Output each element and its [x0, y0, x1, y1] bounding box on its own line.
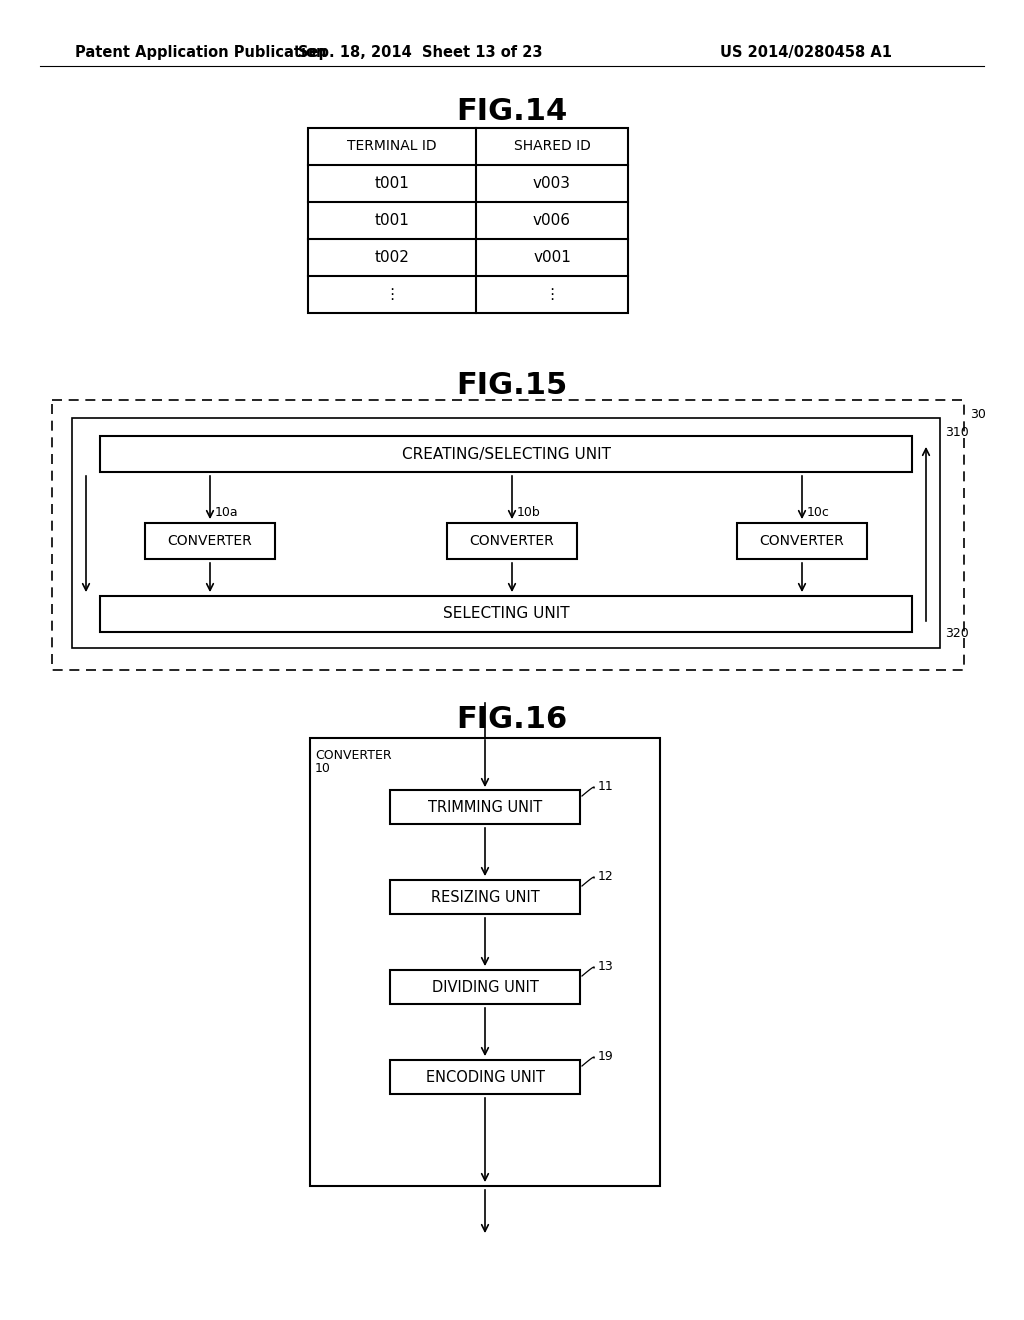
- Text: ENCODING UNIT: ENCODING UNIT: [426, 1069, 545, 1085]
- Text: FIG.16: FIG.16: [457, 705, 567, 734]
- Text: DIVIDING UNIT: DIVIDING UNIT: [431, 979, 539, 994]
- Bar: [390, 970, 580, 1005]
- Text: 10b: 10b: [517, 507, 541, 520]
- Text: 11: 11: [598, 780, 613, 792]
- Text: v006: v006: [534, 213, 571, 228]
- Text: RESIZING UNIT: RESIZING UNIT: [431, 890, 540, 904]
- Text: Patent Application Publication: Patent Application Publication: [75, 45, 327, 59]
- Text: 10a: 10a: [215, 507, 239, 520]
- Bar: [390, 789, 580, 824]
- Bar: [72, 418, 940, 648]
- Bar: [390, 1060, 580, 1094]
- Text: CONVERTER: CONVERTER: [168, 535, 252, 548]
- Text: CREATING/SELECTING UNIT: CREATING/SELECTING UNIT: [401, 446, 610, 462]
- Text: CONVERTER: CONVERTER: [315, 748, 391, 762]
- Text: 320: 320: [945, 627, 969, 640]
- Text: v001: v001: [534, 249, 571, 265]
- Bar: [447, 523, 577, 558]
- Text: SELECTING UNIT: SELECTING UNIT: [442, 606, 569, 622]
- Text: 12: 12: [598, 870, 613, 883]
- Text: CONVERTER: CONVERTER: [470, 535, 554, 548]
- Text: t001: t001: [375, 213, 410, 228]
- Text: ⋮: ⋮: [384, 286, 399, 302]
- Bar: [737, 523, 867, 558]
- Text: 10: 10: [315, 762, 331, 775]
- Text: CONVERTER: CONVERTER: [760, 535, 845, 548]
- Text: US 2014/0280458 A1: US 2014/0280458 A1: [720, 45, 892, 59]
- Text: 10c: 10c: [807, 507, 829, 520]
- Bar: [308, 128, 628, 313]
- Text: 13: 13: [598, 960, 613, 973]
- Text: v003: v003: [534, 176, 571, 191]
- Text: t002: t002: [375, 249, 410, 265]
- Text: t001: t001: [375, 176, 410, 191]
- Text: TERMINAL ID: TERMINAL ID: [347, 140, 437, 153]
- Bar: [310, 738, 660, 1185]
- Text: FIG.14: FIG.14: [457, 98, 567, 127]
- Text: SHARED ID: SHARED ID: [514, 140, 591, 153]
- Bar: [100, 597, 912, 632]
- Text: TRIMMING UNIT: TRIMMING UNIT: [428, 800, 542, 814]
- Bar: [100, 436, 912, 473]
- Text: 310: 310: [945, 426, 969, 440]
- Text: 19: 19: [598, 1049, 613, 1063]
- Text: FIG.15: FIG.15: [457, 371, 567, 400]
- Text: ⋮: ⋮: [545, 286, 560, 302]
- Bar: [52, 400, 964, 671]
- Bar: [390, 880, 580, 913]
- Text: 30: 30: [970, 408, 986, 421]
- Text: Sep. 18, 2014  Sheet 13 of 23: Sep. 18, 2014 Sheet 13 of 23: [298, 45, 543, 59]
- Bar: [145, 523, 275, 558]
